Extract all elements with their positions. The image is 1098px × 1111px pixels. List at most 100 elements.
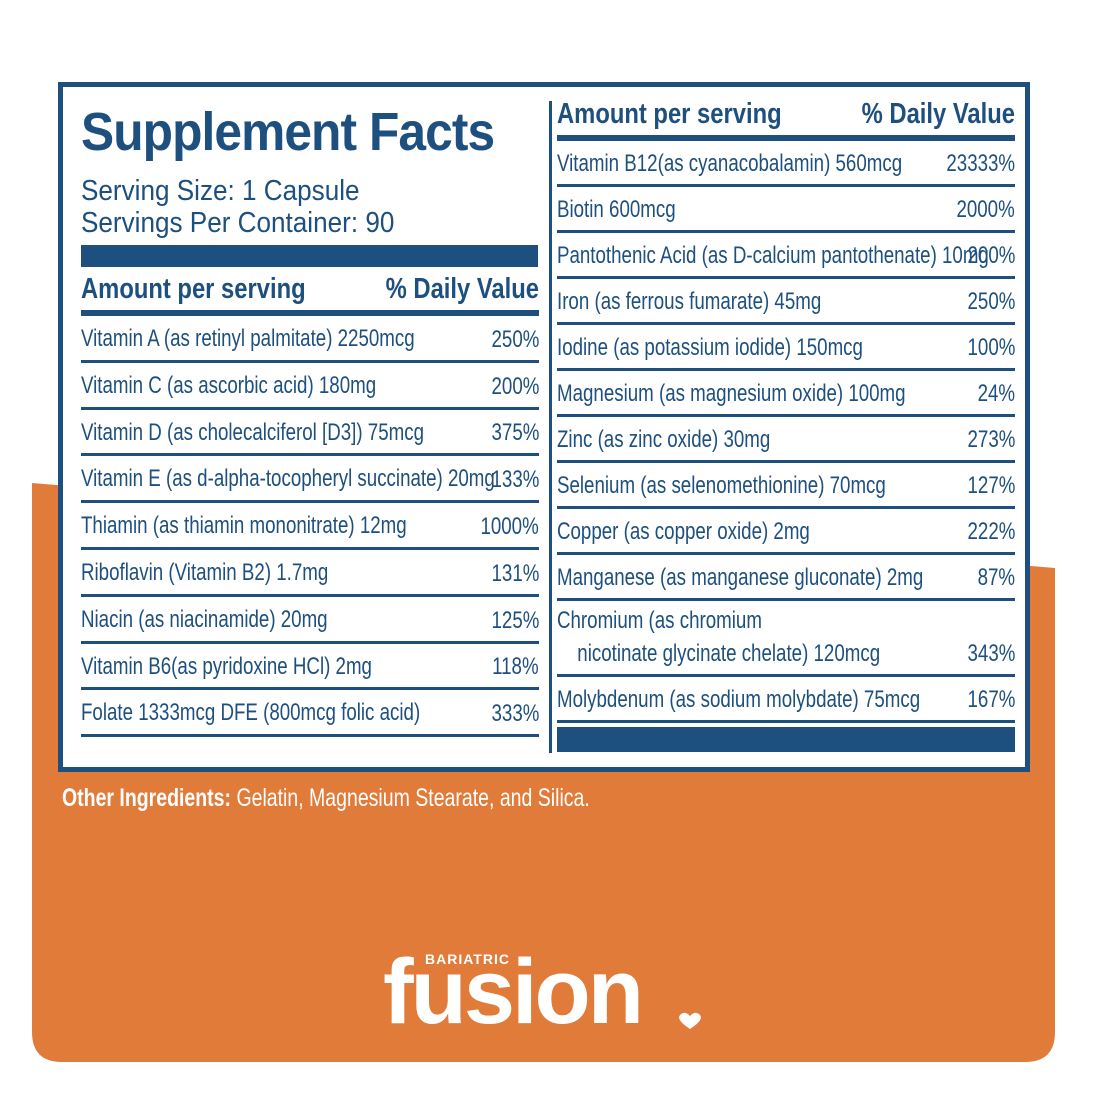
nutrient-name: Selenium (as selenomethionine) 70mcg <box>557 469 886 502</box>
daily-value: 133% <box>491 466 539 494</box>
nutrient-row: Magnesium (as magnesium oxide) 100mg 24% <box>557 371 1015 417</box>
nutrient-name: Chromium (as chromium nicotinate glycinat… <box>557 604 880 670</box>
nutrient-name-line: Copper (as copper oxide) 2mg <box>557 518 810 545</box>
other-ingredients-label: Other Ingredients: <box>62 784 232 812</box>
daily-value: 87% <box>977 564 1015 591</box>
header-bar <box>81 245 538 267</box>
daily-value: 200% <box>967 242 1015 269</box>
nutrient-name-line: Iron (as ferrous fumarate) 45mg <box>557 288 822 315</box>
daily-value: 100% <box>967 334 1015 361</box>
nutrient-name-line: Pantothenic Acid (as D-calcium pantothen… <box>557 242 989 269</box>
brand-small: BARIATRIC <box>425 951 510 967</box>
nutrient-name: Vitamin D (as cholecalciferol [D3]) 75mc… <box>81 416 424 449</box>
nutrient-name: Vitamin C (as ascorbic acid) 180mg <box>81 369 376 402</box>
daily-value: 24% <box>977 380 1015 407</box>
nutrient-row: Copper (as copper oxide) 2mg 222% <box>557 509 1015 555</box>
nutrient-name: Molybdenum (as sodium molybdate) 75mcg <box>557 683 920 716</box>
nutrient-name-line: Iodine (as potassium iodide) 150mcg <box>557 334 863 361</box>
nutrient-name-line: Selenium (as selenomethionine) 70mcg <box>557 472 886 499</box>
daily-value: 125% <box>491 606 539 634</box>
daily-value: 200% <box>491 372 539 400</box>
daily-value-header: % Daily Value <box>861 98 1015 130</box>
nutrient-name-line: Thiamin (as thiamin mononitrate) 12mg <box>81 512 407 540</box>
nutrient-name-line: Vitamin B12(as cyanacobalamin) 560mcg <box>557 150 903 177</box>
daily-value: 375% <box>491 419 539 447</box>
nutrient-row: Manganese (as manganese gluconate) 2mg 87… <box>557 555 1015 601</box>
nutrient-name-line: Riboflavin (Vitamin B2) 1.7mg <box>81 558 329 586</box>
column-header: Amount per serving % Daily Value <box>81 272 539 316</box>
nutrient-name: Vitamin A (as retinyl palmitate) 2250mcg <box>81 322 415 355</box>
nutrient-name-line: Biotin 600mcg <box>557 196 676 223</box>
nutrient-row: Molybdenum (as sodium molybdate) 75mcg 16… <box>557 677 1015 723</box>
nutrient-name: Zinc (as zinc oxide) 30mg <box>557 423 770 456</box>
other-ingredients-text: Gelatin, Magnesium Stearate, and Silica. <box>236 784 590 812</box>
daily-value: 2000% <box>956 196 1015 223</box>
daily-value: 333% <box>491 700 539 728</box>
column-divider <box>549 101 552 753</box>
nutrient-row: Vitamin A (as retinyl palmitate) 2250mcg… <box>81 316 539 363</box>
nutrient-name-line: Vitamin C (as ascorbic acid) 180mg <box>81 371 377 399</box>
facts-panel: Supplement Facts Serving Size: 1 Capsule… <box>58 82 1030 772</box>
column-header: Amount per serving % Daily Value <box>557 97 1015 141</box>
nutrient-name: Vitamin B12(as cyanacobalamin) 560mcg <box>557 147 902 180</box>
nutrient-row: Riboflavin (Vitamin B2) 1.7mg 131% <box>81 550 539 597</box>
nutrient-name-line: Folate 1333mcg DFE (800mcg folic acid) <box>81 699 421 727</box>
nutrient-row: Vitamin E (as d-alpha-tocopheryl succina… <box>81 456 539 504</box>
nutrient-name-line: Vitamin D (as cholecalciferol [D3]) 75mc… <box>81 418 424 446</box>
nutrient-row: Biotin 600mcg 2000% <box>557 187 1015 233</box>
footer-bar <box>557 727 1015 752</box>
nutrient-name-line: Vitamin A (as retinyl palmitate) 2250mcg <box>81 325 415 352</box>
nutrient-name: Thiamin (as thiamin mononitrate) 12mg <box>81 509 407 542</box>
nutrient-row: Pantothenic Acid (as D-calcium pantothen… <box>557 233 1015 279</box>
nutrient-row: Folate 1333mcg DFE (800mcg folic acid) 33… <box>81 690 539 738</box>
nutrient-row: Vitamin D (as cholecalciferol [D3]) 75mc… <box>81 410 539 457</box>
nutrient-name: Pantothenic Acid (as D-calcium pantothen… <box>557 239 989 272</box>
heart-icon <box>679 1012 701 1029</box>
nutrient-name-line: Magnesium (as magnesium oxide) 100mg <box>557 380 906 407</box>
title: Supplement Facts <box>81 102 495 162</box>
nutrient-name-line: Chromium (as chromium <box>557 607 762 634</box>
daily-value-header: % Daily Value <box>385 273 539 305</box>
nutrient-name-line: Zinc (as zinc oxide) 30mg <box>557 426 771 453</box>
nutrient-name-line: Molybdenum (as sodium molybdate) 75mcg <box>557 686 921 713</box>
nutrient-row: Vitamin C (as ascorbic acid) 180mg 200% <box>81 363 539 410</box>
daily-value: 127% <box>967 472 1015 499</box>
nutrient-row: Chromium (as chromium nicotinate glycinat… <box>557 601 1015 677</box>
nutrient-name: Vitamin B6(as pyridoxine HCl) 2mg <box>81 650 372 683</box>
daily-value: 250% <box>967 288 1015 315</box>
nutrient-row: Selenium (as selenomethionine) 70mcg 127% <box>557 463 1015 509</box>
nutrient-name-line: Niacin (as niacinamide) 20mg <box>81 605 328 633</box>
nutrient-name: Iron (as ferrous fumarate) 45mg <box>557 285 821 318</box>
nutrient-name: Iodine (as potassium iodide) 150mcg <box>557 331 863 364</box>
daily-value: 131% <box>491 559 539 587</box>
nutrient-name: Magnesium (as magnesium oxide) 100mg <box>557 377 906 410</box>
amount-header: Amount per serving <box>557 98 782 130</box>
daily-value: 1000% <box>480 512 539 540</box>
left-column: Amount per serving % Daily Value Vitamin A… <box>81 272 539 738</box>
nutrient-name: Folate 1333mcg DFE (800mcg folic acid) <box>81 696 420 729</box>
nutrient-name-line: Vitamin B6(as pyridoxine HCl) 2mg <box>81 652 372 680</box>
nutrient-name: Niacin (as niacinamide) 20mg <box>81 603 328 636</box>
right-column: Amount per serving % Daily Value Vitamin B… <box>557 97 1015 723</box>
nutrient-row: Thiamin (as thiamin mononitrate) 12mg 100… <box>81 503 539 550</box>
daily-value: 167% <box>967 686 1015 713</box>
daily-value: 222% <box>967 518 1015 545</box>
nutrient-row: Vitamin B12(as cyanacobalamin) 560mcg 233… <box>557 141 1015 187</box>
other-ingredients: Other Ingredients: Gelatin, Magnesium St… <box>62 784 590 813</box>
brand-name: fusion <box>383 941 644 1043</box>
nutrient-name-line: Manganese (as manganese gluconate) 2mg <box>557 564 924 591</box>
nutrient-row: Niacin (as niacinamide) 20mg 125% <box>81 597 539 644</box>
nutrient-row: Iron (as ferrous fumarate) 45mg 250% <box>557 279 1015 325</box>
nutrient-name-line: Vitamin E (as d-alpha-tocopheryl succina… <box>81 465 495 493</box>
nutrient-row: Zinc (as zinc oxide) 30mg 273% <box>557 417 1015 463</box>
servings-per-container: Servings Per Container: 90 <box>81 207 395 239</box>
daily-value: 118% <box>492 653 539 681</box>
nutrient-row: Vitamin B6(as pyridoxine HCl) 2mg 118% <box>81 644 539 691</box>
daily-value: 23333% <box>946 150 1015 177</box>
daily-value: 343% <box>967 640 1015 667</box>
amount-header: Amount per serving <box>81 273 306 305</box>
daily-value: 273% <box>967 426 1015 453</box>
nutrient-name: Copper (as copper oxide) 2mg <box>557 515 810 548</box>
nutrient-row: Iodine (as potassium iodide) 150mcg 100% <box>557 325 1015 371</box>
